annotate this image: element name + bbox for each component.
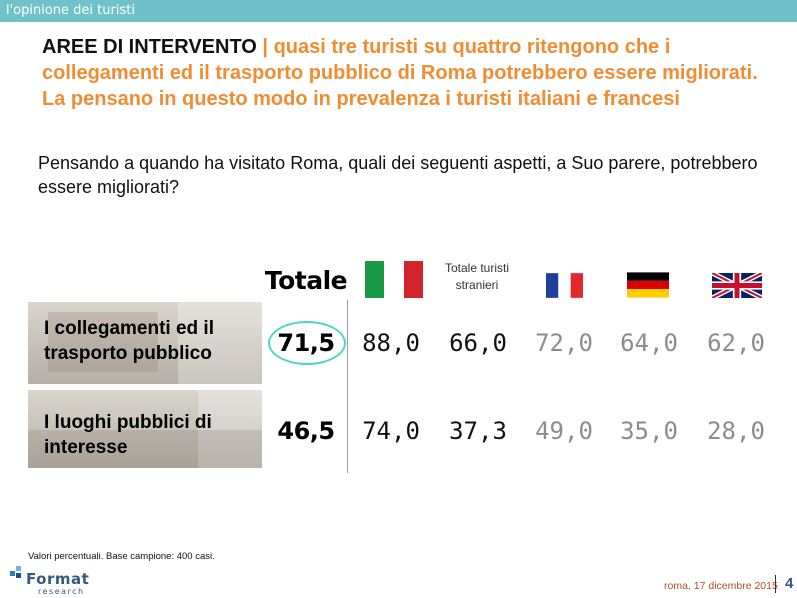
- value-francia: 72,0: [535, 329, 593, 357]
- value-totale: 46,5: [277, 417, 335, 445]
- row-label-trasporto: I collegamenti ed il trasporto pubblico: [44, 318, 214, 364]
- value-stranieri: 37,3: [449, 417, 507, 445]
- value-francia: 49,0: [535, 417, 593, 445]
- france-flag-icon: [546, 273, 583, 298]
- value-italia: 88,0: [362, 329, 420, 357]
- footer-separator: [775, 575, 776, 593]
- headline-text: | quasi tre turisti su quattro ritengono…: [42, 36, 758, 110]
- column-divider: [347, 300, 348, 473]
- column-header-stranieri: Totale turisti stranieri: [444, 261, 510, 292]
- logo-mark-icon: [10, 566, 21, 578]
- value-stranieri: 66,0: [449, 329, 507, 357]
- headline-lead: AREE DI INTERVENTO: [42, 36, 257, 58]
- value-totale: 71,5: [277, 329, 335, 357]
- uk-flag-icon: [712, 273, 762, 298]
- survey-question: Pensando a quando ha visitato Roma, qual…: [38, 153, 758, 197]
- value-germania: 35,0: [620, 417, 678, 445]
- page-number: 4: [785, 575, 794, 592]
- value-germania: 64,0: [620, 329, 678, 357]
- landmark-photo: [28, 390, 262, 468]
- headline: AREE DI INTERVENTO | quasi tre turisti s…: [42, 34, 782, 112]
- logo-wordmark: Format: [26, 570, 90, 588]
- value-italia: 74,0: [362, 417, 420, 445]
- germany-flag-icon: [627, 272, 669, 298]
- value-uk: 62,0: [707, 329, 765, 357]
- row-label-luoghi: I luoghi pubblici di interesse: [44, 412, 212, 458]
- footer-date: roma, 17 dicembre 2015: [664, 580, 778, 592]
- section-title: l'opinione dei turisti: [6, 3, 135, 18]
- format-research-logo: Format research: [8, 561, 103, 598]
- italy-flag-icon: [365, 261, 423, 298]
- value-uk: 28,0: [707, 417, 765, 445]
- column-header-totale: Totale: [264, 266, 348, 295]
- footnote: Valori percentuali. Base campione: 400 c…: [28, 551, 215, 562]
- header-bar: l'opinione dei turisti: [0, 0, 797, 22]
- bus-photo: [28, 302, 262, 384]
- highlight-ellipse: [268, 321, 346, 365]
- logo-subtitle: research: [38, 587, 85, 596]
